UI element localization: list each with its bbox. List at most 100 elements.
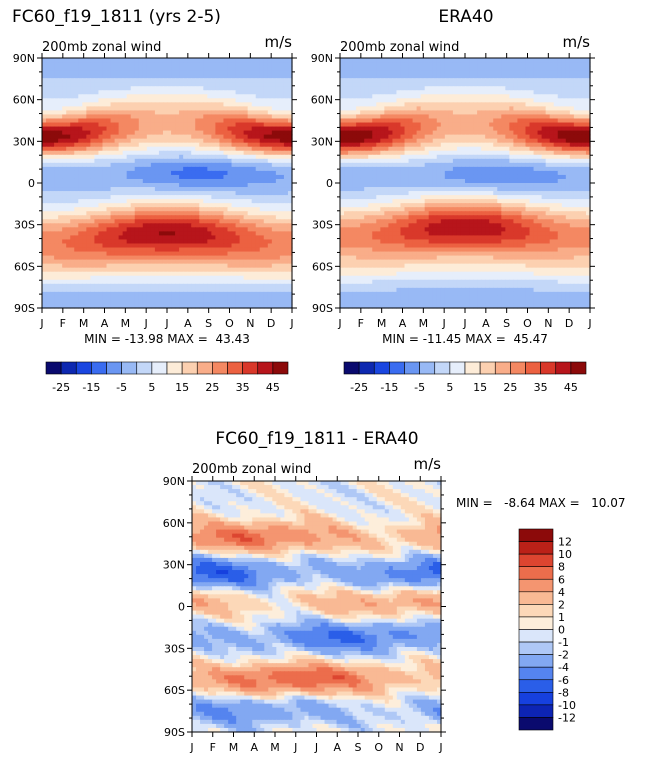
- field-cell: [86, 66, 91, 71]
- field-cell: [171, 255, 176, 261]
- field-cell: [444, 86, 450, 91]
- field-cell: [251, 271, 257, 277]
- field-cell: [340, 98, 345, 103]
- field-cell: [271, 227, 277, 232]
- field-cell: [545, 98, 551, 103]
- field-cell: [473, 86, 478, 91]
- field-cell: [287, 86, 293, 91]
- field-cell: [183, 263, 188, 269]
- field-cell: [235, 195, 241, 200]
- field-cell: [283, 187, 289, 192]
- field-cell: [142, 231, 148, 237]
- field-cell: [473, 62, 478, 67]
- field-cell: [130, 102, 136, 107]
- field-cell: [74, 267, 79, 273]
- field-cell: [94, 251, 100, 257]
- field-cell: [573, 58, 579, 63]
- field-cell: [573, 118, 579, 124]
- field-cell: [344, 118, 349, 124]
- field-cell: [537, 118, 543, 124]
- field-cell: [235, 166, 241, 172]
- field-cell: [287, 239, 293, 245]
- field-cell: [569, 66, 575, 71]
- field-cell: [46, 138, 51, 144]
- field-cell: [452, 74, 458, 79]
- field-cell: [54, 106, 59, 112]
- field-cell: [235, 191, 241, 196]
- field-cell: [235, 227, 241, 232]
- field-cell: [150, 227, 156, 232]
- field-cell: [98, 219, 104, 224]
- field-cell: [477, 90, 482, 95]
- field-cell: [146, 130, 152, 136]
- field-cell: [428, 74, 434, 79]
- field-cell: [42, 291, 47, 297]
- field-cell: [215, 94, 221, 99]
- field-cell: [287, 102, 293, 107]
- field-cell: [219, 158, 225, 164]
- field-cell: [162, 158, 168, 164]
- field-cell: [162, 126, 168, 132]
- field-cell: [255, 283, 261, 289]
- field-cell: [134, 142, 140, 148]
- field-cell: [70, 227, 75, 232]
- field-cell: [239, 166, 245, 172]
- field-cell: [219, 231, 225, 237]
- field-cell: [195, 251, 200, 257]
- field-cell: [207, 70, 212, 75]
- field-cell: [243, 94, 249, 99]
- field-cell: [154, 130, 160, 136]
- field-cell: [275, 243, 281, 249]
- field-cell: [412, 58, 418, 63]
- field-cell: [513, 70, 519, 75]
- field-cell: [396, 102, 402, 107]
- field-cell: [130, 275, 136, 281]
- field-cell: [175, 134, 180, 140]
- field-cell: [211, 203, 216, 208]
- field-cell: [154, 211, 160, 216]
- field-cell: [537, 98, 543, 103]
- field-cell: [110, 58, 116, 63]
- field-cell: [247, 199, 253, 204]
- field-cell: [66, 122, 71, 128]
- field-cell: [477, 70, 482, 75]
- field-cell: [561, 110, 567, 116]
- field-cell: [54, 255, 59, 261]
- field-cell: [207, 295, 212, 301]
- field-cell: [227, 82, 233, 87]
- field-cell: [275, 283, 281, 289]
- field-cell: [267, 255, 273, 261]
- field-cell: [444, 94, 450, 99]
- field-cell: [469, 78, 474, 83]
- field-cell: [154, 299, 160, 305]
- field-cell: [62, 283, 67, 289]
- field-cell: [78, 303, 83, 309]
- field-cell: [46, 114, 51, 120]
- field-cell: [465, 86, 470, 91]
- field-cell: [138, 162, 144, 168]
- field-cell: [146, 134, 152, 140]
- field-cell: [50, 146, 55, 152]
- field-cell: [54, 259, 59, 265]
- field-cell: [175, 283, 180, 289]
- field-cell: [146, 66, 152, 71]
- field-cell: [521, 74, 527, 79]
- field-cell: [146, 58, 152, 63]
- field-cell: [118, 251, 124, 257]
- field-cell: [179, 82, 184, 87]
- field-cell: [424, 66, 430, 71]
- field-cell: [154, 259, 160, 265]
- field-cell: [195, 110, 200, 116]
- field-cell: [134, 271, 140, 277]
- field-cell: [231, 166, 237, 172]
- field-cell: [356, 82, 361, 87]
- field-cell: [70, 279, 75, 285]
- field-cell: [46, 98, 51, 103]
- field-cell: [98, 66, 104, 71]
- field-cell: [195, 299, 200, 305]
- field-cell: [82, 267, 87, 273]
- field-cell: [98, 98, 104, 103]
- field-cell: [102, 255, 108, 261]
- field-cell: [481, 94, 486, 99]
- field-cell: [183, 207, 188, 212]
